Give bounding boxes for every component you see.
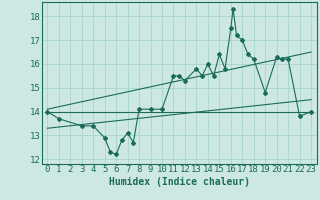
X-axis label: Humidex (Indice chaleur): Humidex (Indice chaleur) [109, 177, 250, 187]
